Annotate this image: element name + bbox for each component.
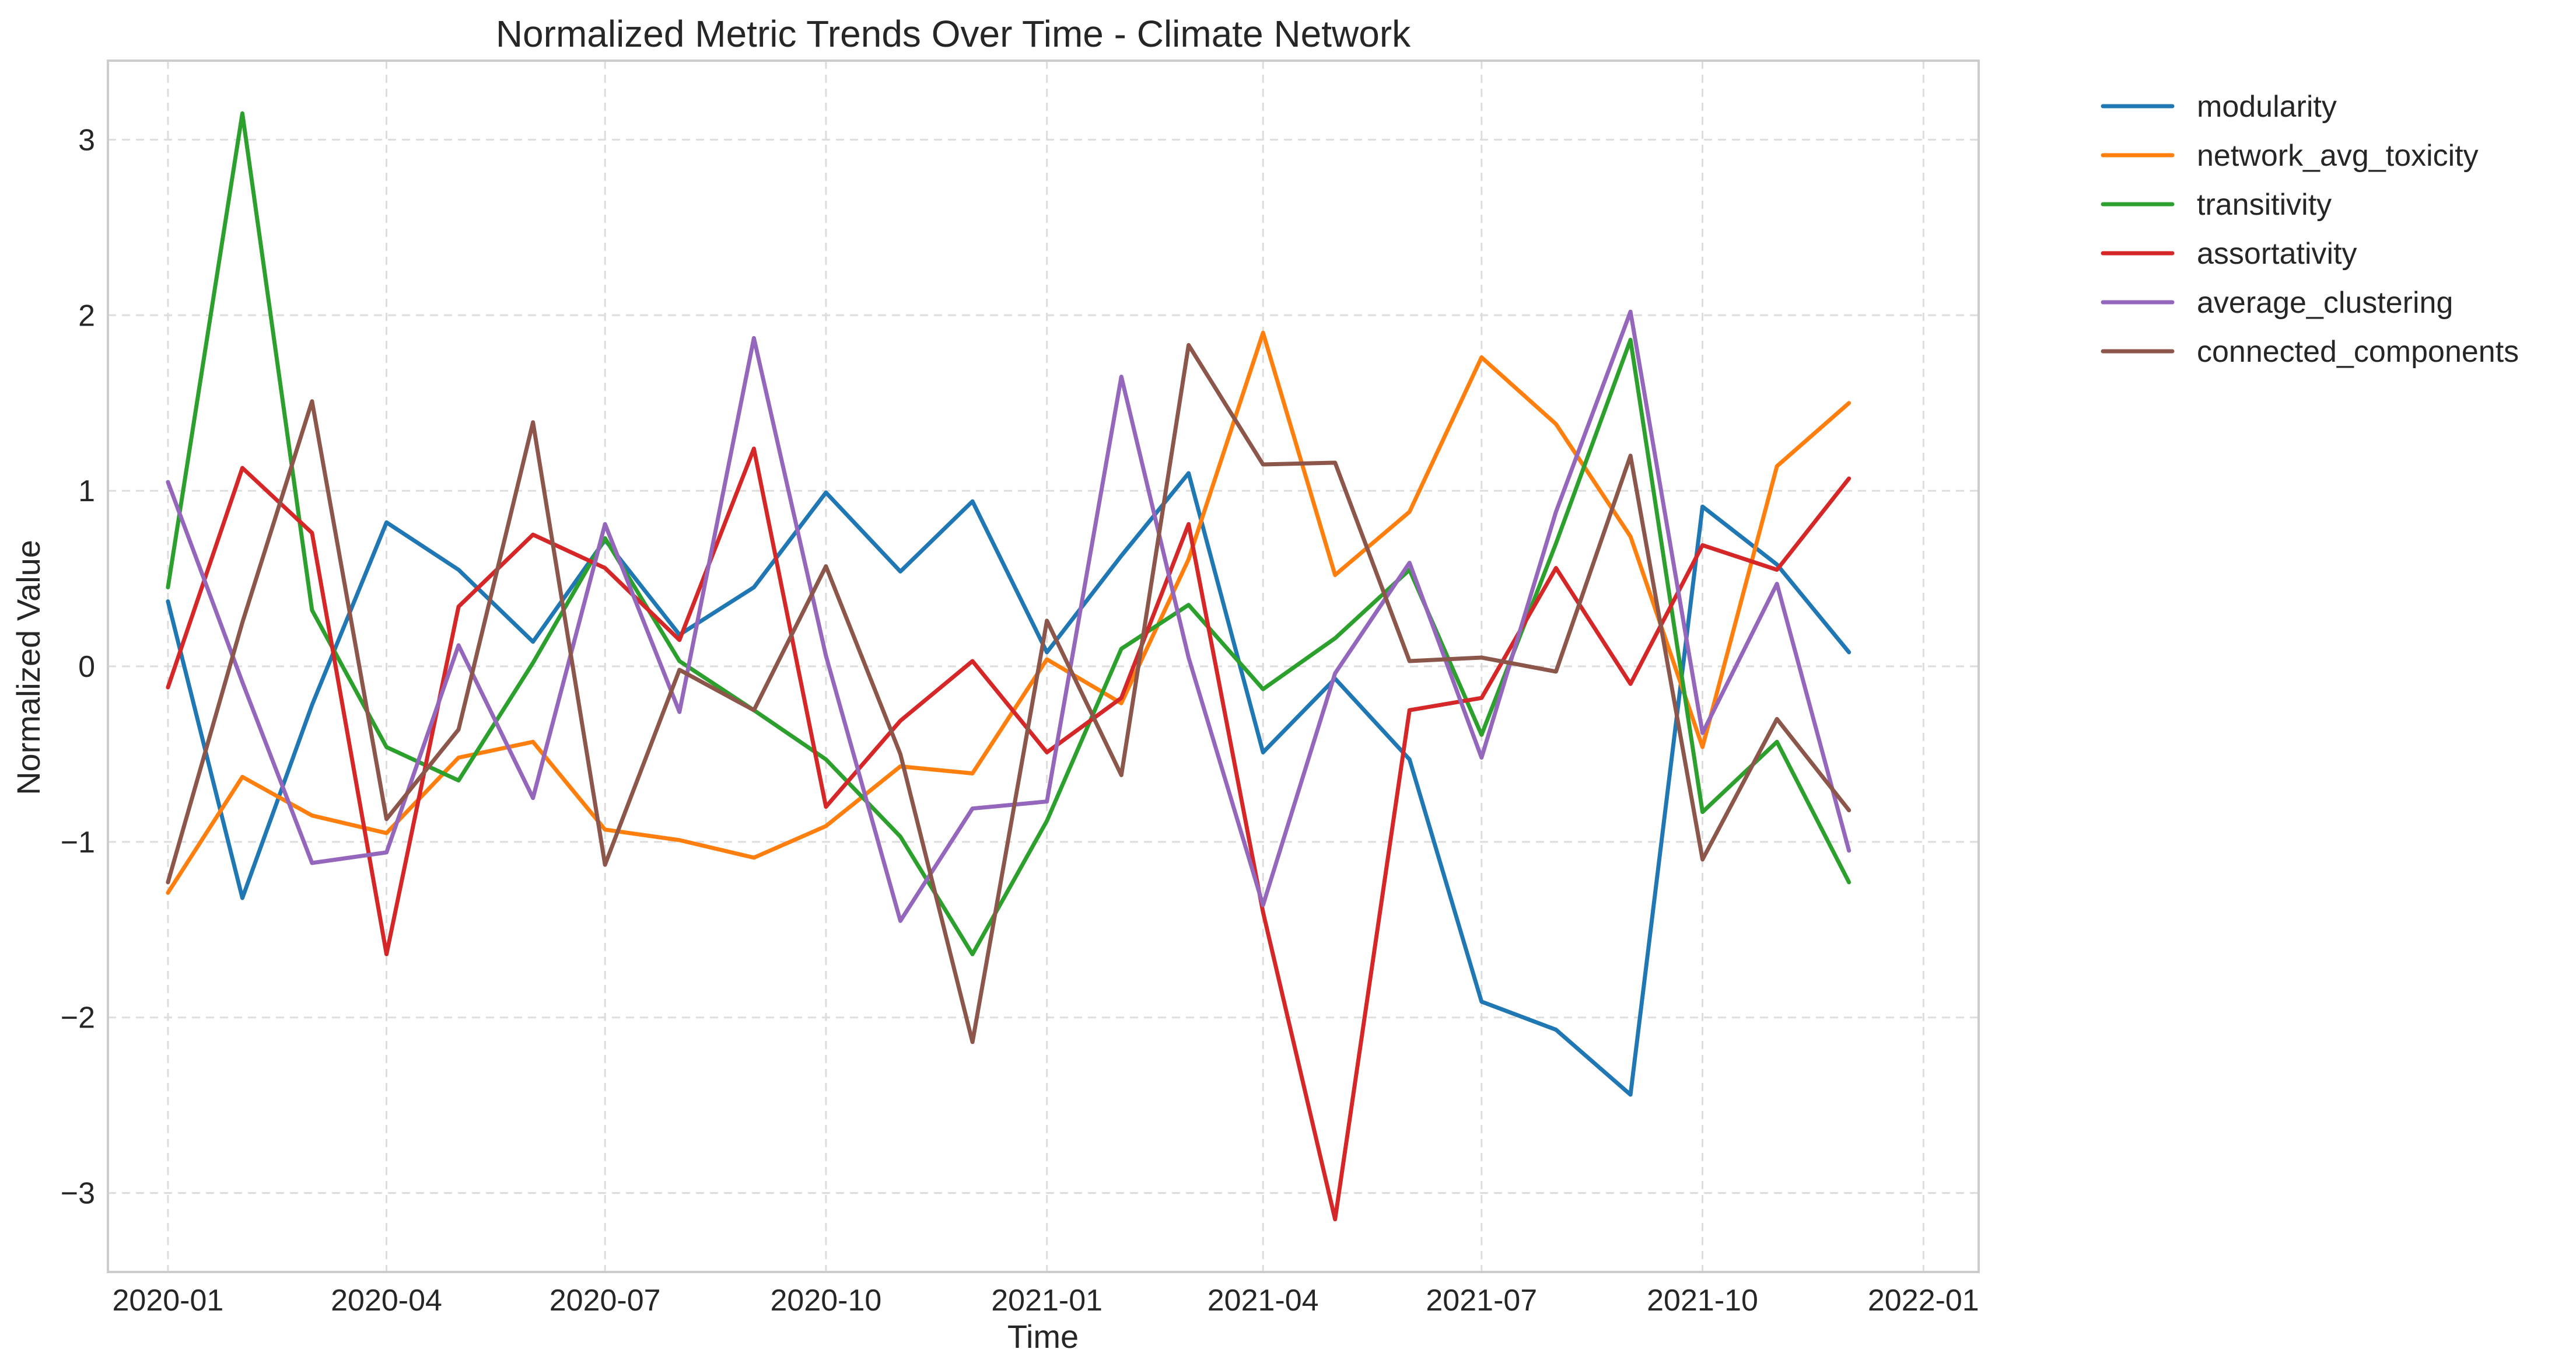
y-tick-label: 2 xyxy=(78,299,95,333)
legend: modularity network_avg_toxicity transitivi… xyxy=(2101,90,2519,369)
x-tick-label: 2020-07 xyxy=(550,1284,661,1317)
chart-title: Normalized Metric Trends Over Time - Cli… xyxy=(496,13,1411,55)
series-lines xyxy=(166,111,1852,1222)
x-tick-label: 2020-04 xyxy=(331,1284,442,1317)
y-axis-label: Normalized Value xyxy=(10,540,47,795)
grid xyxy=(108,61,1979,1272)
series-line-connected-components xyxy=(166,343,1852,1044)
series-line-modularity xyxy=(166,471,1852,1097)
x-tick-label: 2020-01 xyxy=(112,1284,223,1317)
x-tick-label: 2022-01 xyxy=(1868,1284,1979,1317)
x-axis-ticks: 2020-01 2020-04 2020-07 2020-10 2021-01 2021-… xyxy=(112,1284,1979,1317)
x-tick-label: 2021-07 xyxy=(1426,1284,1537,1317)
series-line-average-clustering xyxy=(166,309,1852,923)
legend-label: assortativity xyxy=(2197,237,2357,271)
y-tick-label: 1 xyxy=(78,474,95,508)
x-axis-label: Time xyxy=(1007,1318,1079,1355)
series-line-transitivity xyxy=(166,111,1852,956)
x-tick-label: 2021-04 xyxy=(1208,1284,1319,1317)
legend-label: average_clustering xyxy=(2197,286,2453,320)
legend-label: modularity xyxy=(2197,90,2337,124)
y-axis-ticks: −3 −2 −1 0 1 2 3 xyxy=(61,123,95,1210)
x-tick-label: 2021-01 xyxy=(991,1284,1102,1317)
y-tick-label: −3 xyxy=(61,1177,95,1211)
series-line-assortativity xyxy=(166,446,1852,1222)
legend-label: transitivity xyxy=(2197,188,2332,222)
plot-frame xyxy=(107,60,1980,1273)
y-tick-label: 0 xyxy=(78,650,95,684)
x-tick-label: 2021-10 xyxy=(1647,1284,1758,1317)
y-tick-label: −2 xyxy=(61,1001,95,1035)
x-tick-label: 2020-10 xyxy=(771,1284,882,1317)
series-line-network-avg-toxicity xyxy=(166,330,1852,895)
legend-label: network_avg_toxicity xyxy=(2197,139,2479,173)
legend-label: connected_components xyxy=(2197,335,2519,369)
y-tick-label: −1 xyxy=(61,826,95,859)
y-tick-label: 3 xyxy=(78,123,95,157)
